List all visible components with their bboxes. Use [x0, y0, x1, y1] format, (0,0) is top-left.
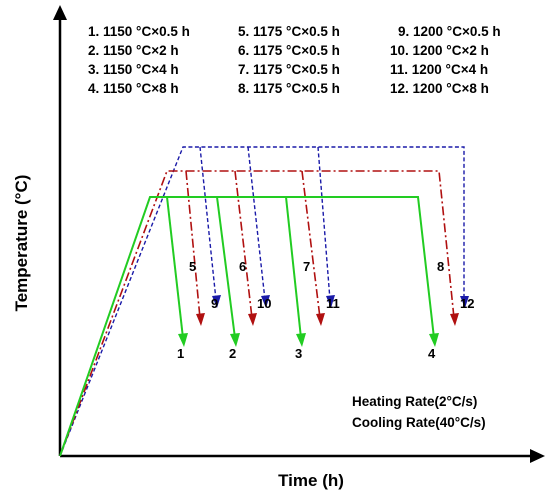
y-axis-title: Temperature (°C) — [12, 175, 31, 312]
arrowheads-1175 — [196, 313, 459, 326]
cooling-path-1 — [166, 196, 184, 339]
curve-label-1: 1 — [177, 346, 184, 361]
cooling-path-2 — [216, 196, 236, 339]
profile-1175 — [59, 170, 455, 457]
curve-label-9: 9 — [211, 296, 218, 311]
arrowhead-4 — [429, 333, 439, 347]
legend-item-1: 1. 1150 °C×0.5 h — [88, 24, 190, 39]
legend-item-12: 12. 1200 °C×8 h — [390, 81, 489, 96]
profile-1200 — [59, 146, 465, 457]
curve-label-6: 6 — [239, 259, 246, 274]
arrowhead-11 — [326, 295, 335, 308]
cooling-rate-note: Cooling Rate(40°C/s) — [352, 415, 486, 430]
legend-item-7: 7. 1175 °C×0.5 h — [238, 62, 340, 77]
cooling-path-11 — [317, 146, 331, 301]
legend-item-11: 11. 1200 °C×4 h — [390, 62, 488, 77]
profile-1150 — [59, 196, 435, 457]
legend-item-6: 6. 1175 °C×0.5 h — [238, 43, 340, 58]
profile-1150-main — [59, 196, 435, 457]
arrowhead-8 — [450, 313, 459, 326]
arrowhead-7 — [316, 313, 325, 326]
arrowhead-10 — [261, 295, 270, 308]
legend-item-5: 5. 1175 °C×0.5 h — [238, 24, 340, 39]
legend-item-2: 2. 1150 °C×2 h — [88, 43, 179, 58]
arrowhead-3 — [296, 333, 306, 347]
arrowhead-5 — [196, 313, 205, 326]
legend-item-9: 9. 1200 °C×0.5 h — [398, 24, 501, 39]
legend: 1. 1150 °C×0.5 h 2. 1150 °C×2 h 3. 1150 … — [88, 24, 501, 96]
cooling-path-10 — [247, 146, 266, 301]
arrowhead-1 — [178, 333, 188, 347]
x-axis-title: Time (h) — [278, 471, 344, 490]
cooling-path-9 — [199, 146, 217, 301]
cooling-path-5 — [185, 170, 201, 319]
profile-1175-main — [59, 170, 455, 457]
cooling-path-7 — [301, 170, 321, 319]
y-axis-arrow — [53, 5, 67, 20]
curve-label-4: 4 — [428, 346, 436, 361]
curve-label-2: 2 — [229, 346, 236, 361]
arrowheads-1200 — [212, 295, 469, 308]
curve-label-3: 3 — [295, 346, 302, 361]
curve-label-8: 8 — [437, 259, 444, 274]
legend-item-10: 10. 1200 °C×2 h — [390, 43, 489, 58]
legend-item-8: 8. 1175 °C×0.5 h — [238, 81, 340, 96]
curve-label-11: 11 — [326, 296, 340, 311]
cooling-path-3 — [285, 196, 302, 339]
heating-rate-note: Heating Rate(2°C/s) — [352, 394, 477, 409]
x-axis-arrow — [530, 449, 545, 463]
curve-label-12: 12 — [460, 296, 474, 311]
legend-item-4: 4. 1150 °C×8 h — [88, 81, 179, 96]
curve-label-5: 5 — [189, 259, 196, 274]
arrowhead-12 — [460, 296, 469, 308]
arrowhead-6 — [248, 313, 257, 326]
arrowheads-1150 — [178, 333, 439, 347]
curve-label-7: 7 — [303, 259, 310, 274]
profile-1200-main — [59, 146, 465, 457]
cooling-path-6 — [234, 170, 253, 319]
arrowhead-9 — [212, 295, 221, 308]
arrowhead-2 — [230, 333, 240, 347]
curve-label-10: 10 — [257, 296, 271, 311]
curve-labels: 5 6 7 8 9 10 11 12 1 2 3 4 — [177, 259, 474, 361]
legend-item-3: 3. 1150 °C×4 h — [88, 62, 179, 77]
